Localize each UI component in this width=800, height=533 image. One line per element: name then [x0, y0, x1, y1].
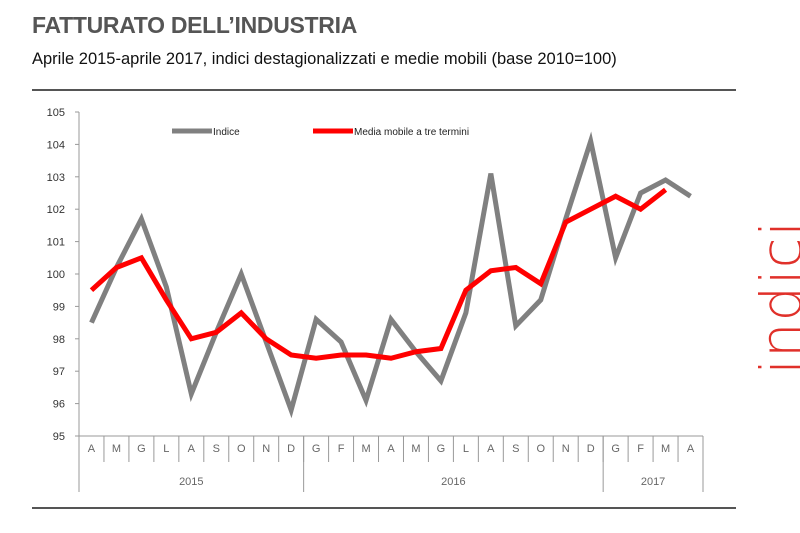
chart-subtitle: Aprile 2015-aprile 2017, indici destagio… — [32, 50, 617, 68]
y-tick-label: 100 — [47, 269, 65, 281]
x-tick-label: L — [463, 443, 469, 455]
x-tick-label: G — [312, 443, 321, 455]
x-tick-label: D — [287, 443, 295, 455]
y-tick-label: 95 — [53, 431, 65, 443]
bottom-rule — [32, 507, 736, 509]
y-tick-label: 105 — [47, 107, 65, 119]
legend-label: Media mobile a tre termini — [354, 127, 469, 138]
x-tick-label: M — [361, 443, 370, 455]
x-tick-label: M — [112, 443, 121, 455]
series-line-media-mobile — [89, 187, 668, 361]
x-tick-label: N — [562, 443, 570, 455]
x-tick-label: O — [536, 443, 545, 455]
x-tick-label: F — [637, 443, 644, 455]
x-tick-label: A — [487, 443, 495, 455]
y-tick-label: 96 — [53, 399, 65, 411]
year-label: 2016 — [441, 476, 465, 488]
x-tick-label: S — [512, 443, 519, 455]
year-label: 2015 — [179, 476, 203, 488]
x-tick-label: F — [338, 443, 345, 455]
x-tick-label: O — [237, 443, 246, 455]
x-tick-label: A — [188, 443, 196, 455]
x-tick-label: A — [387, 443, 395, 455]
x-tick-label: L — [163, 443, 169, 455]
y-tick-label: 101 — [47, 237, 65, 249]
series-line-indice — [89, 131, 692, 419]
chart-title: FATTURATO DELL’INDUSTRIA — [32, 12, 358, 38]
y-tick-label: 104 — [47, 139, 65, 151]
legend-label: Indice — [213, 127, 240, 138]
y-tick-label: 102 — [47, 204, 65, 216]
x-tick-label: M — [411, 443, 420, 455]
y-tick-label: 98 — [53, 334, 65, 346]
x-tick-label: A — [88, 443, 96, 455]
y-tick-label: 97 — [53, 366, 65, 378]
x-tick-label: S — [213, 443, 220, 455]
y-tick-label: 103 — [47, 172, 65, 184]
x-tick-label: N — [262, 443, 270, 455]
y-tick-label: 99 — [53, 301, 65, 313]
x-tick-label: G — [611, 443, 620, 455]
year-label: 2017 — [641, 476, 665, 488]
top-rule — [32, 89, 736, 91]
x-tick-label: A — [687, 443, 695, 455]
x-tick-label: D — [587, 443, 595, 455]
x-tick-label: G — [437, 443, 446, 455]
x-tick-label: G — [137, 443, 146, 455]
x-tick-label: M — [661, 443, 670, 455]
